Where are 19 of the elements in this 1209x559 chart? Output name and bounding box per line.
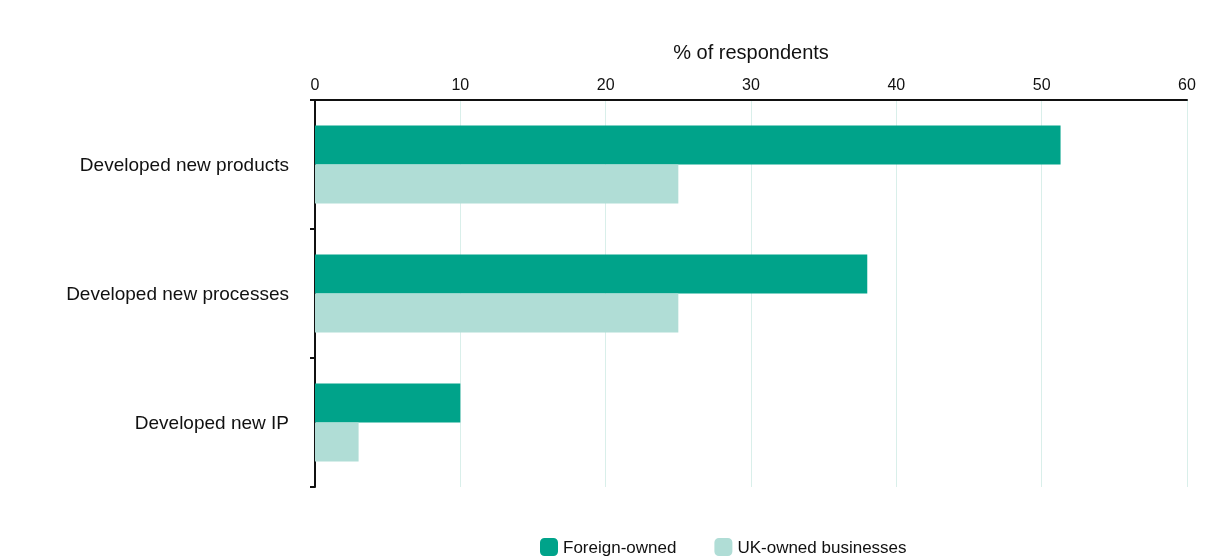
bar	[315, 422, 359, 462]
y-tick-label: Developed new processes	[66, 283, 289, 304]
bar	[315, 254, 868, 294]
y-tick-label: Developed new products	[79, 154, 289, 175]
legend-label: UK-owned businesses	[737, 537, 907, 557]
x-tick-label: 0	[310, 75, 320, 93]
y-tick-label: Developed new IP	[134, 412, 289, 433]
bar	[315, 383, 461, 423]
x-tick-label: 30	[742, 75, 760, 93]
bar	[315, 293, 679, 333]
bar	[315, 125, 1061, 165]
x-tick-label: 20	[596, 75, 615, 93]
legend-label: Foreign-owned	[563, 537, 677, 557]
x-tick-label: 50	[1032, 75, 1051, 93]
x-tick-label: 10	[451, 75, 470, 93]
x-axis-title: % of respondents	[673, 41, 829, 63]
x-tick-label: 40	[887, 75, 906, 93]
x-tick-label: 60	[1178, 75, 1196, 93]
bar	[315, 164, 679, 204]
